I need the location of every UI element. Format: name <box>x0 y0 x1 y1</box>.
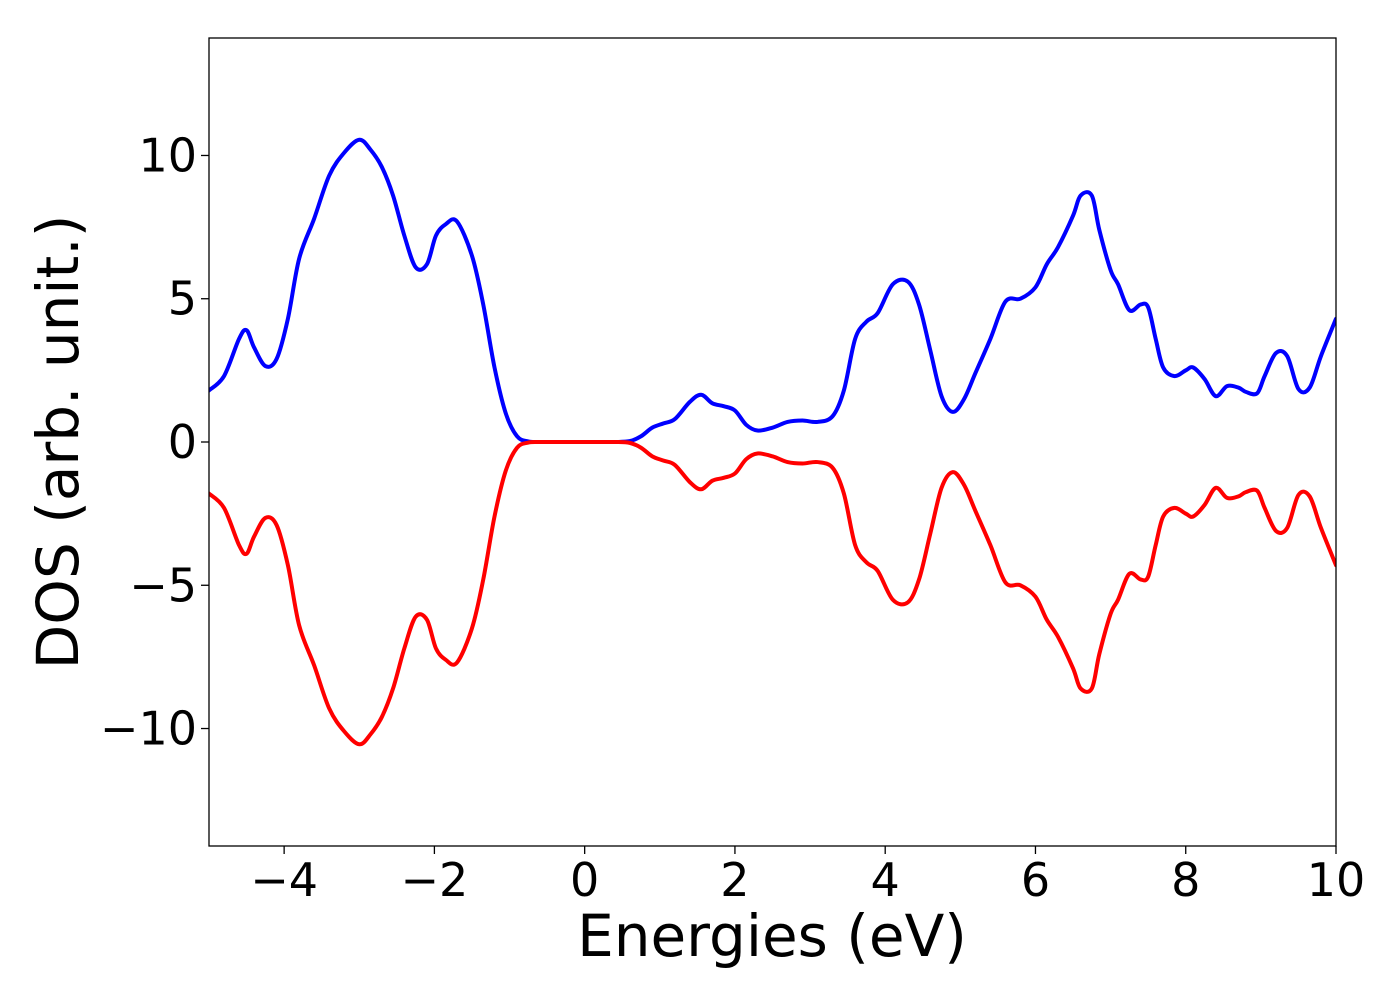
y-axis-label: DOS (arb. unit.) <box>24 215 92 670</box>
series-layer <box>209 137 1336 747</box>
y-tick-label: 5 <box>168 272 197 326</box>
series-line-blue <box>209 137 1336 445</box>
series-line-red <box>209 439 1336 747</box>
x-axis-label: Energies (eV) <box>577 902 967 970</box>
x-tick-label: 2 <box>720 853 749 907</box>
y-tick-label: −10 <box>100 702 197 756</box>
y-tick-label: 10 <box>138 128 197 182</box>
x-tick-label: 0 <box>570 853 599 907</box>
x-tick-label: −2 <box>400 853 468 907</box>
x-tick-label: 4 <box>871 853 900 907</box>
x-tick-label: 8 <box>1171 853 1200 907</box>
y-tick-label: 0 <box>168 415 197 469</box>
x-tick-label: 6 <box>1021 853 1050 907</box>
x-tick-label: 10 <box>1307 853 1366 907</box>
y-tick-label: −5 <box>129 558 197 612</box>
x-axis: −4 −2 0 2 4 6 8 10 <box>250 846 1365 907</box>
x-tick-label: −4 <box>250 853 318 907</box>
y-axis: −10 −5 0 5 10 <box>100 128 209 756</box>
